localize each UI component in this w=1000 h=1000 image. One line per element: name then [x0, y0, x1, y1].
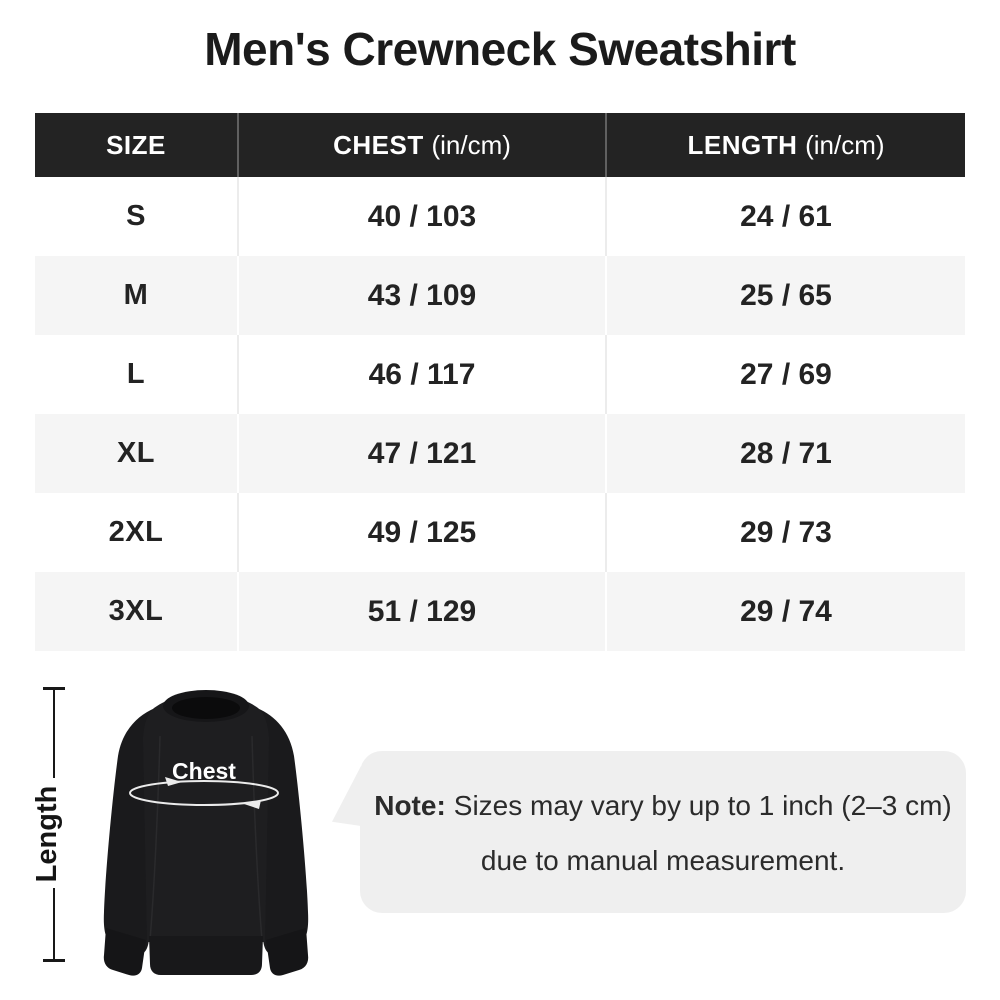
- size-chart-table: SIZE CHEST (in/cm) LENGTH (in/cm) S 40 / …: [35, 113, 965, 651]
- cell-chest: 46 / 117: [237, 335, 605, 414]
- note-bubble-tail: [332, 766, 361, 826]
- left-seam: [149, 735, 161, 941]
- cell-chest: 49 / 125: [237, 493, 605, 572]
- col-header-chest: CHEST (in/cm): [237, 113, 605, 177]
- chest-measure-ellipse: [129, 780, 279, 806]
- cell-size: 2XL: [35, 493, 237, 572]
- cell-size: L: [35, 335, 237, 414]
- table-row: L 46 / 117 27 / 69: [35, 335, 965, 414]
- cell-length: 28 / 71: [605, 414, 965, 493]
- cell-length: 25 / 65: [605, 256, 965, 335]
- sweatshirt-left-cuff: [103, 928, 146, 976]
- chest-arrow-right-icon: [165, 777, 182, 786]
- cell-length: 29 / 73: [605, 493, 965, 572]
- length-label: Length: [31, 785, 63, 883]
- cell-chest: 40 / 103: [237, 177, 605, 256]
- col-header-length: LENGTH (in/cm): [605, 113, 965, 177]
- col-header-length-unit: (in/cm): [805, 129, 885, 160]
- table-row: 2XL 49 / 125 29 / 73: [35, 493, 965, 572]
- sweatshirt-right-cuff: [266, 928, 309, 976]
- col-header-chest-unit: (in/cm): [431, 129, 511, 160]
- table-row: 3XL 51 / 129 29 / 74: [35, 572, 965, 651]
- length-line-upper-segment: [53, 690, 55, 778]
- cell-size: 3XL: [35, 572, 237, 651]
- collar-inner: [172, 697, 240, 719]
- chest-arrow-left-icon: [244, 800, 261, 809]
- note-line-2: due to manual measurement.: [480, 845, 846, 876]
- cell-chest: 47 / 121: [237, 414, 605, 493]
- cell-length: 29 / 74: [605, 572, 965, 651]
- size-chart-header: SIZE CHEST (in/cm) LENGTH (in/cm): [35, 113, 965, 177]
- cell-length: 24 / 61: [605, 177, 965, 256]
- sweatshirt-torso: [143, 694, 269, 942]
- col-header-length-label: LENGTH: [687, 129, 798, 160]
- cell-chest: 43 / 109: [237, 256, 605, 335]
- sweatshirt-image: Chest: [103, 690, 309, 976]
- note-bubble: Note: Sizes may vary by up to 1 inch (2–3…: [360, 751, 966, 913]
- cell-size: XL: [35, 414, 237, 493]
- table-row: M 43 / 109 25 / 65: [35, 256, 965, 335]
- length-line-bottom-cap: [43, 959, 65, 962]
- sweatshirt-hem-band: [149, 936, 263, 975]
- length-line-top-cap: [43, 687, 65, 690]
- chest-label: Chest: [172, 758, 236, 784]
- note-line-1: Note: Sizes may vary by up to 1 inch (2–3…: [360, 778, 966, 833]
- table-row: XL 47 / 121 28 / 71: [35, 414, 965, 493]
- cell-length: 27 / 69: [605, 335, 965, 414]
- header-row: SIZE CHEST (in/cm) LENGTH (in/cm): [35, 113, 965, 177]
- col-header-chest-label: CHEST: [333, 129, 424, 160]
- length-line-lower-segment: [53, 888, 55, 959]
- cell-size: S: [35, 177, 237, 256]
- cell-chest: 51 / 129: [237, 572, 605, 651]
- col-header-size-label: SIZE: [106, 129, 166, 160]
- note-text: Sizes may vary by up to 1 inch (2–3 cm): [453, 790, 952, 821]
- table-row: S 40 / 103 24 / 61: [35, 177, 965, 256]
- page-title: Men's Crewneck Sweatshirt: [204, 23, 796, 75]
- col-header-size: SIZE: [35, 113, 237, 177]
- cell-size: M: [35, 256, 237, 335]
- size-chart-body: S 40 / 103 24 / 61 M 43 / 109 25 / 65 L 46 / 11…: [35, 177, 965, 651]
- right-seam: [251, 735, 263, 941]
- note-label: Note:: [374, 790, 446, 821]
